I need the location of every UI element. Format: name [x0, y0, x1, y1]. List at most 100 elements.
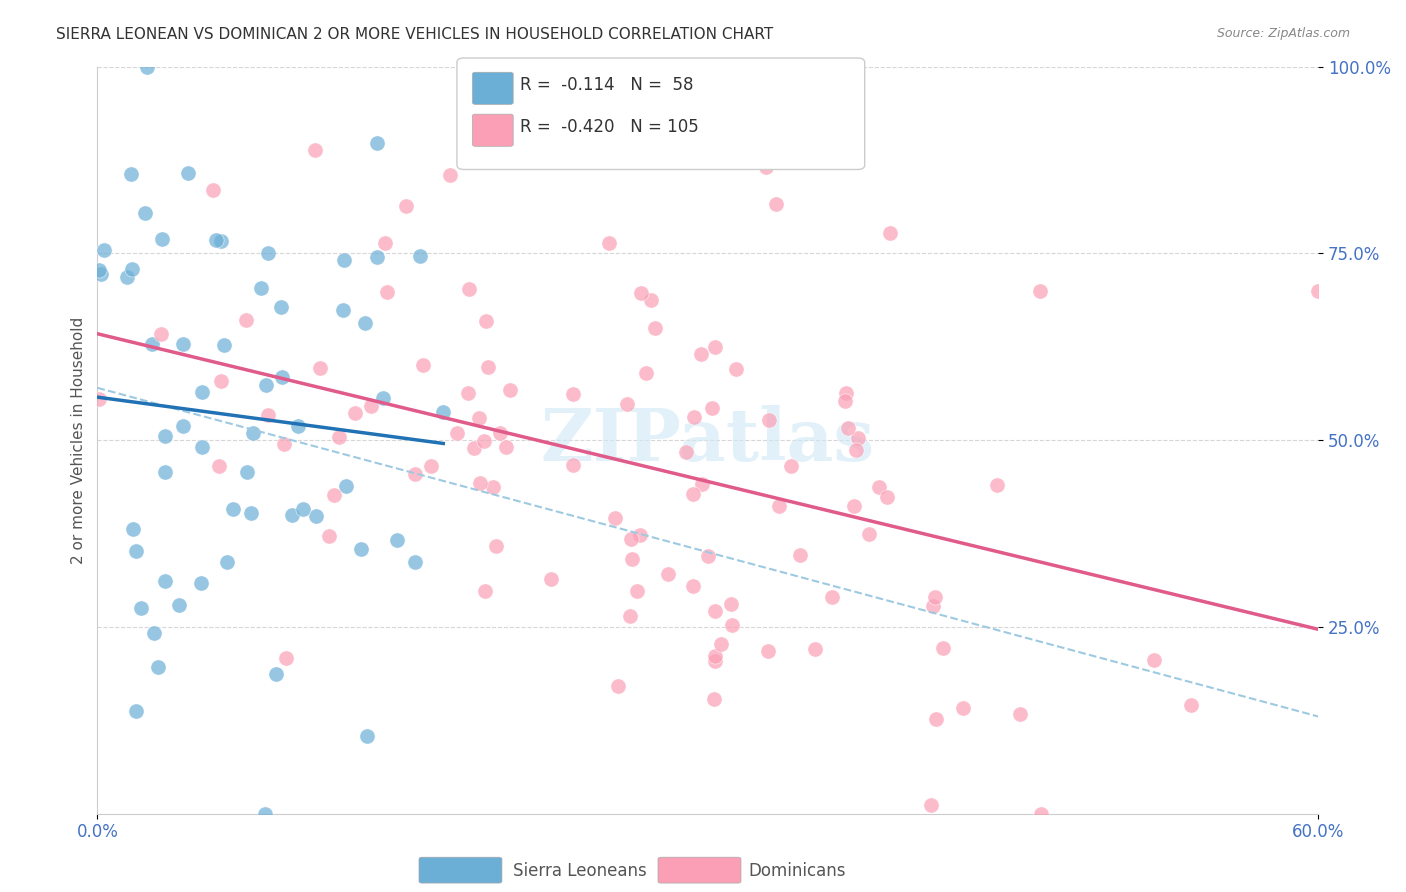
Point	[675, 445, 697, 459]
Point	[598, 60, 620, 74]
Point	[373, 235, 395, 250]
Y-axis label: 2 or more Vehicles in Household: 2 or more Vehicles in Household	[72, 317, 86, 564]
Point	[780, 458, 803, 473]
Point	[366, 250, 388, 264]
Text: Dominicans: Dominicans	[748, 862, 845, 880]
Point	[640, 293, 662, 307]
Point	[335, 479, 357, 493]
Point	[240, 506, 263, 520]
Point	[696, 549, 718, 564]
Point	[607, 679, 630, 693]
Point	[309, 360, 332, 375]
Point	[172, 419, 194, 434]
Point	[562, 387, 585, 401]
Point	[121, 522, 143, 536]
Text: Sierra Leoneans: Sierra Leoneans	[513, 862, 647, 880]
Point	[385, 533, 408, 547]
Point	[142, 625, 165, 640]
Point	[202, 183, 225, 197]
Point	[765, 197, 787, 211]
Point	[682, 579, 704, 593]
Point	[703, 605, 725, 619]
Point	[834, 393, 856, 408]
Point	[986, 478, 1008, 492]
Point	[821, 590, 844, 604]
Point	[125, 704, 148, 718]
Point	[657, 567, 679, 582]
Point	[468, 475, 491, 490]
Point	[191, 384, 214, 399]
Point	[837, 421, 859, 435]
Point	[846, 431, 869, 445]
Point	[304, 143, 326, 157]
Point	[721, 617, 744, 632]
Point	[481, 480, 503, 494]
Point	[876, 490, 898, 504]
Point	[150, 232, 173, 246]
Point	[350, 542, 373, 557]
Point	[756, 644, 779, 658]
Point	[322, 488, 344, 502]
Text: R =  -0.420   N = 105: R = -0.420 N = 105	[520, 118, 699, 136]
Point	[377, 285, 399, 300]
Point	[725, 362, 748, 376]
Point	[644, 320, 666, 334]
Point	[439, 168, 461, 182]
Point	[485, 539, 508, 553]
Point	[475, 314, 498, 328]
Point	[700, 401, 723, 416]
Point	[932, 640, 955, 655]
Point	[242, 425, 264, 440]
Point	[253, 806, 276, 821]
Point	[619, 532, 641, 546]
Point	[682, 486, 704, 500]
Point	[356, 729, 378, 743]
Point	[270, 370, 292, 384]
Point	[136, 60, 159, 74]
Point	[710, 637, 733, 651]
Point	[129, 600, 152, 615]
Point	[1029, 284, 1052, 298]
Point	[167, 598, 190, 612]
Point	[412, 358, 434, 372]
Point	[208, 459, 231, 474]
Point	[273, 437, 295, 451]
Point	[120, 167, 142, 181]
Point	[212, 338, 235, 352]
Text: ZIPatlas: ZIPatlas	[541, 405, 875, 475]
Point	[463, 441, 485, 455]
Point	[477, 359, 499, 374]
Point	[177, 166, 200, 180]
Point	[789, 548, 811, 562]
Point	[274, 651, 297, 665]
Point	[616, 397, 638, 411]
Point	[562, 458, 585, 472]
Point	[117, 270, 139, 285]
Point	[172, 336, 194, 351]
Point	[457, 386, 479, 401]
Point	[360, 399, 382, 413]
Point	[499, 383, 522, 397]
Point	[446, 426, 468, 441]
Point	[879, 226, 901, 240]
Point	[1180, 698, 1202, 713]
Point	[254, 378, 277, 392]
Point	[333, 252, 356, 267]
Text: Source: ZipAtlas.com: Source: ZipAtlas.com	[1216, 27, 1350, 40]
Point	[920, 798, 942, 813]
Point	[148, 660, 170, 674]
Point	[344, 406, 367, 420]
Point	[281, 508, 304, 522]
Point	[619, 609, 641, 624]
Point	[404, 467, 426, 482]
Text: R =  -0.114   N =  58: R = -0.114 N = 58	[520, 76, 693, 94]
Point	[235, 465, 257, 479]
Point	[690, 476, 713, 491]
Point	[845, 442, 868, 457]
Point	[256, 245, 278, 260]
Point	[354, 316, 377, 330]
Point	[1143, 653, 1166, 667]
Point	[489, 426, 512, 441]
Point	[292, 501, 315, 516]
Point	[682, 410, 704, 425]
